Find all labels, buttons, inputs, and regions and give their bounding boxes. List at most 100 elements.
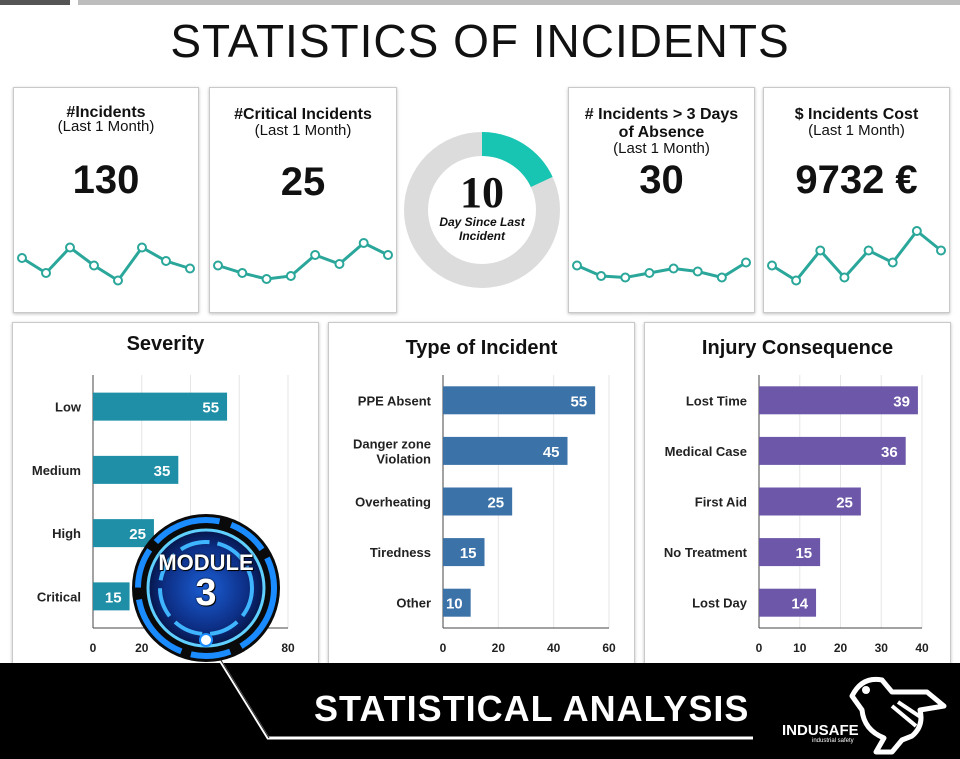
bar[interactable] xyxy=(443,386,596,415)
type-of-incident-bar-chart: 0 20 40 60 55 PPE Absent 45 Danger zoneViolatio… xyxy=(353,375,616,655)
sparkline-point xyxy=(237,268,248,278)
bar[interactable] xyxy=(93,582,130,611)
kpi-card-incidents[interactable]: #Incidents (Last 1 Month) 130 xyxy=(13,87,199,313)
bar-value-label: 10 xyxy=(446,596,463,613)
bar[interactable] xyxy=(759,487,861,516)
category-label: Other xyxy=(396,596,431,611)
bar[interactable] xyxy=(443,538,485,567)
bar[interactable] xyxy=(759,588,817,617)
sparkline-point xyxy=(285,271,296,281)
chart-title: Type of Incident xyxy=(405,337,558,359)
category-label: Low xyxy=(55,400,82,415)
severity-bar-chart: 02040608055Low35Medium25High15Critical xyxy=(32,375,295,655)
bar-value-label: 36 xyxy=(881,444,898,461)
bar-value-label: 35 xyxy=(154,463,171,480)
kpi-card-incidents-cost[interactable]: $ Incidents Cost (Last 1 Month) 9732 € xyxy=(763,87,950,313)
donut-value: 10 xyxy=(460,168,504,217)
kpi-label-line2: of Absence xyxy=(618,124,705,141)
bar-value-label: 45 xyxy=(543,444,560,461)
sparkline-point xyxy=(89,260,99,271)
bar[interactable] xyxy=(443,487,513,516)
bar-value-label: 55 xyxy=(570,393,587,410)
kpi-sparkline xyxy=(17,242,195,286)
category-label: Medium xyxy=(32,463,81,478)
tick-label: 0 xyxy=(440,641,447,655)
injury-consequence-bar-chart: 0 10 20 30 40 39 Lost Time 36 Medical Case 25 Firs… xyxy=(664,375,929,655)
bar-value-label: 25 xyxy=(836,495,853,512)
sparkline-point xyxy=(644,268,655,278)
sparkline-point xyxy=(161,256,171,266)
sparkline-point xyxy=(17,253,27,263)
category-label: First Aid xyxy=(695,495,747,510)
category-label: Medical Case xyxy=(665,444,747,459)
bar[interactable] xyxy=(93,392,228,421)
sparkline-point xyxy=(936,245,946,256)
category-label: Critical xyxy=(37,589,81,604)
category-label: Danger zone xyxy=(353,436,431,451)
tick-label: 40 xyxy=(547,641,561,655)
kpi-value: 9732 € xyxy=(795,158,918,202)
tick-label: 10 xyxy=(793,641,807,655)
kpi-sparkline xyxy=(572,257,751,283)
kpi-card-absence-incidents[interactable]: # Incidents > 3 Days of Absence (Last 1 … xyxy=(568,87,755,313)
bar[interactable] xyxy=(443,436,568,465)
bar[interactable] xyxy=(759,386,918,415)
sparkline-point xyxy=(716,272,727,283)
bird-logo-icon xyxy=(849,676,947,755)
footer-title: STATISTICAL ANALYSIS xyxy=(314,688,750,729)
sparkline-point xyxy=(65,242,75,253)
kpi-label: $ Incidents Cost xyxy=(794,106,919,123)
days-since-incident-donut: 10 Day Since Last Incident xyxy=(403,131,561,289)
tick-label: 20 xyxy=(834,641,848,655)
bar[interactable] xyxy=(443,588,471,617)
category-label: Lost Day xyxy=(692,596,748,611)
sparkline-point xyxy=(261,274,272,284)
tick-label: 30 xyxy=(875,641,889,655)
category-label: High xyxy=(52,526,81,541)
sparkline-point xyxy=(137,242,147,253)
top-accent-bar xyxy=(0,0,70,5)
bar-value-label: 39 xyxy=(893,393,910,410)
bar-value-label: 15 xyxy=(795,545,812,562)
tick-label: 60 xyxy=(602,641,616,655)
sparkline-point xyxy=(887,257,898,268)
injury-consequence-chart-panel: Injury Consequence 0 10 20 30 40 39 Lost Time 3… xyxy=(644,322,951,664)
kpi-sublabel: (Last 1 Month) xyxy=(57,118,155,135)
sparkline-point xyxy=(741,257,751,268)
module-number: 3 xyxy=(195,572,217,614)
type-of-incident-chart-panel: Type of Incident 0 20 40 60 55 PPE Absent 45 Da… xyxy=(328,322,635,664)
bar-value-label: 25 xyxy=(129,526,146,543)
sparkline-point xyxy=(791,275,802,286)
kpi-card-critical-incidents[interactable]: #Critical Incidents (Last 1 Month) 25 xyxy=(209,87,397,313)
sparkline-point xyxy=(358,238,369,248)
bar-value-label: 55 xyxy=(202,400,219,417)
category-label: Tiredness xyxy=(370,545,431,560)
tick-label: 20 xyxy=(135,641,149,655)
kpi-value: 25 xyxy=(280,160,326,204)
category-label: No Treatment xyxy=(664,545,748,560)
module-label: MODULE xyxy=(158,550,254,575)
bar[interactable] xyxy=(93,519,154,548)
kpi-sublabel: (Last 1 Month) xyxy=(254,122,352,139)
bar[interactable] xyxy=(93,455,179,484)
bar[interactable] xyxy=(759,538,821,567)
chart-title: Injury Consequence xyxy=(701,337,894,359)
page-title: STATISTICS OF INCIDENTS xyxy=(170,15,790,67)
sparkline-point xyxy=(113,275,123,286)
module-badge-icon xyxy=(132,514,280,662)
bar[interactable] xyxy=(759,436,906,465)
tick-label: 40 xyxy=(915,641,929,655)
sparkline-point xyxy=(310,250,321,260)
sparkline-point xyxy=(863,245,874,256)
bar-value-label: 15 xyxy=(105,589,122,606)
category-label: PPE Absent xyxy=(358,393,432,408)
sparkline-point xyxy=(41,268,51,278)
kpi-label: #Critical Incidents xyxy=(234,106,372,123)
bar-value-label: 15 xyxy=(460,545,477,562)
top-divider-bar xyxy=(78,0,960,5)
tick-label: 0 xyxy=(756,641,763,655)
category-label: Lost Time xyxy=(686,393,747,408)
donut-fill xyxy=(404,132,560,288)
sparkline-point xyxy=(596,271,607,281)
brand-name: INDUSAFE xyxy=(782,722,859,739)
